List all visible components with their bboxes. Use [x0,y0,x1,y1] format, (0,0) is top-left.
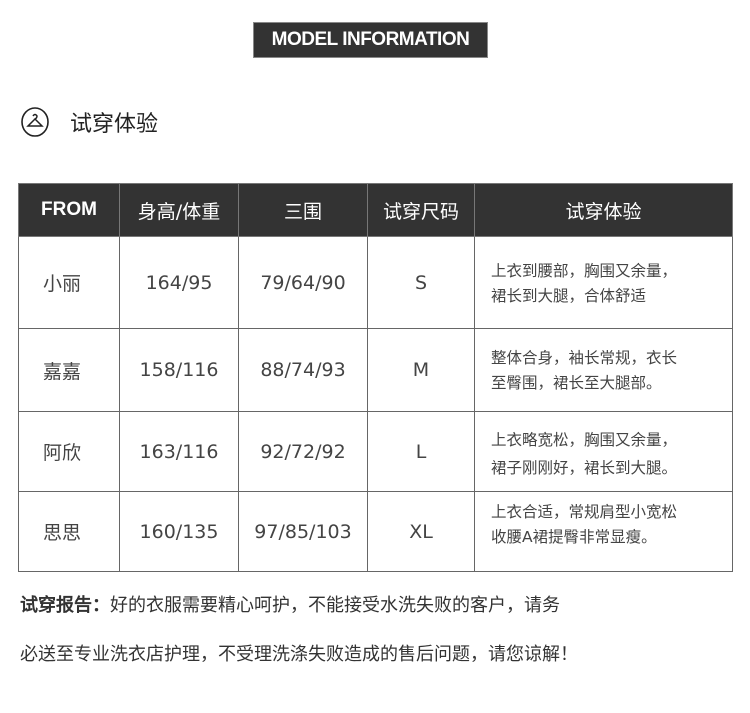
table-header-row: FROM 身高/体重 三围 试穿尺码 试穿体验 [18,183,733,237]
measurements: 88/74/93 [238,328,368,412]
size: L [367,411,475,492]
model-information-banner: MODEL INFORMATION [253,22,488,58]
table-row: 嘉嘉 158/116 88/74/93 M 整体合身，袖长常规，衣长 至臀围，裙长… [18,328,733,412]
header-height-weight: 身高/体重 [119,183,239,237]
height-weight: 160/135 [119,491,239,572]
section-title: 试穿体验 [70,112,159,137]
height-weight: 164/95 [119,236,239,329]
fitting-report-line: 好的衣服需要精心呵护，不能接受水洗失败的客户，请务 [110,595,560,616]
fitting-report-label: 试穿报告： [20,595,110,616]
size: S [367,236,475,329]
measurements: 92/72/92 [238,411,368,492]
experience-line: 上衣合适，常规肩型小宽松 [491,503,678,521]
size: M [367,328,475,412]
measurements: 97/85/103 [238,491,368,572]
height-weight: 163/116 [119,411,239,492]
model-name: 嘉嘉 [18,328,120,412]
experience: 上衣略宽松，胸围又余量， 裙子刚刚好，裙长到大腿。 [474,411,733,492]
table-row: 思思 160/135 97/85/103 XL 上衣合适，常规肩型小宽松 收腰A裙… [18,491,733,572]
experience-line: 上衣略宽松，胸围又余量， [491,431,678,449]
fitting-report-continued: 必送至专业洗衣店护理，不受理洗涤失败造成的售后问题，请您谅解！ [20,644,578,665]
fitting-report: 试穿报告：好的衣服需要精心呵护，不能接受水洗失败的客户，请务 [20,591,560,617]
hanger-icon [21,107,49,137]
section-header: 试穿体验 [20,106,158,138]
model-table: FROM 身高/体重 三围 试穿尺码 试穿体验 小丽 164/95 79/64/… [18,183,733,572]
size: XL [367,491,475,572]
height-weight: 158/116 [119,328,239,412]
experience-line: 整体合身，袖长常规，衣长 [491,349,678,367]
experience-line: 上衣到腰部，胸围又余量， [491,262,678,280]
table-row: 小丽 164/95 79/64/90 S 上衣到腰部，胸围又余量， 裙长到大腿，合… [18,236,733,329]
experience-line: 至臀围，裙长至大腿部。 [491,374,662,392]
experience-line: 裙长到大腿，合体舒适 [491,287,647,305]
experience: 整体合身，袖长常规，衣长 至臀围，裙长至大腿部。 [474,328,733,412]
model-name: 小丽 [18,236,120,329]
header-size: 试穿尺码 [367,183,475,237]
header-from: FROM [18,183,120,237]
experience: 上衣到腰部，胸围又余量， 裙长到大腿，合体舒适 [474,236,733,329]
table-row: 阿欣 163/116 92/72/92 L 上衣略宽松，胸围又余量， 裙子刚刚好，… [18,411,733,492]
experience: 上衣合适，常规肩型小宽松 收腰A裙提臀非常显瘦。 [474,491,733,572]
header-measurements: 三围 [238,183,368,237]
experience-line: 收腰A裙提臀非常显瘦。 [491,528,657,546]
model-name: 思思 [18,491,120,572]
model-name: 阿欣 [18,411,120,492]
experience-line: 裙子刚刚好，裙长到大腿。 [491,459,678,477]
header-experience: 试穿体验 [474,183,733,237]
measurements: 79/64/90 [238,236,368,329]
